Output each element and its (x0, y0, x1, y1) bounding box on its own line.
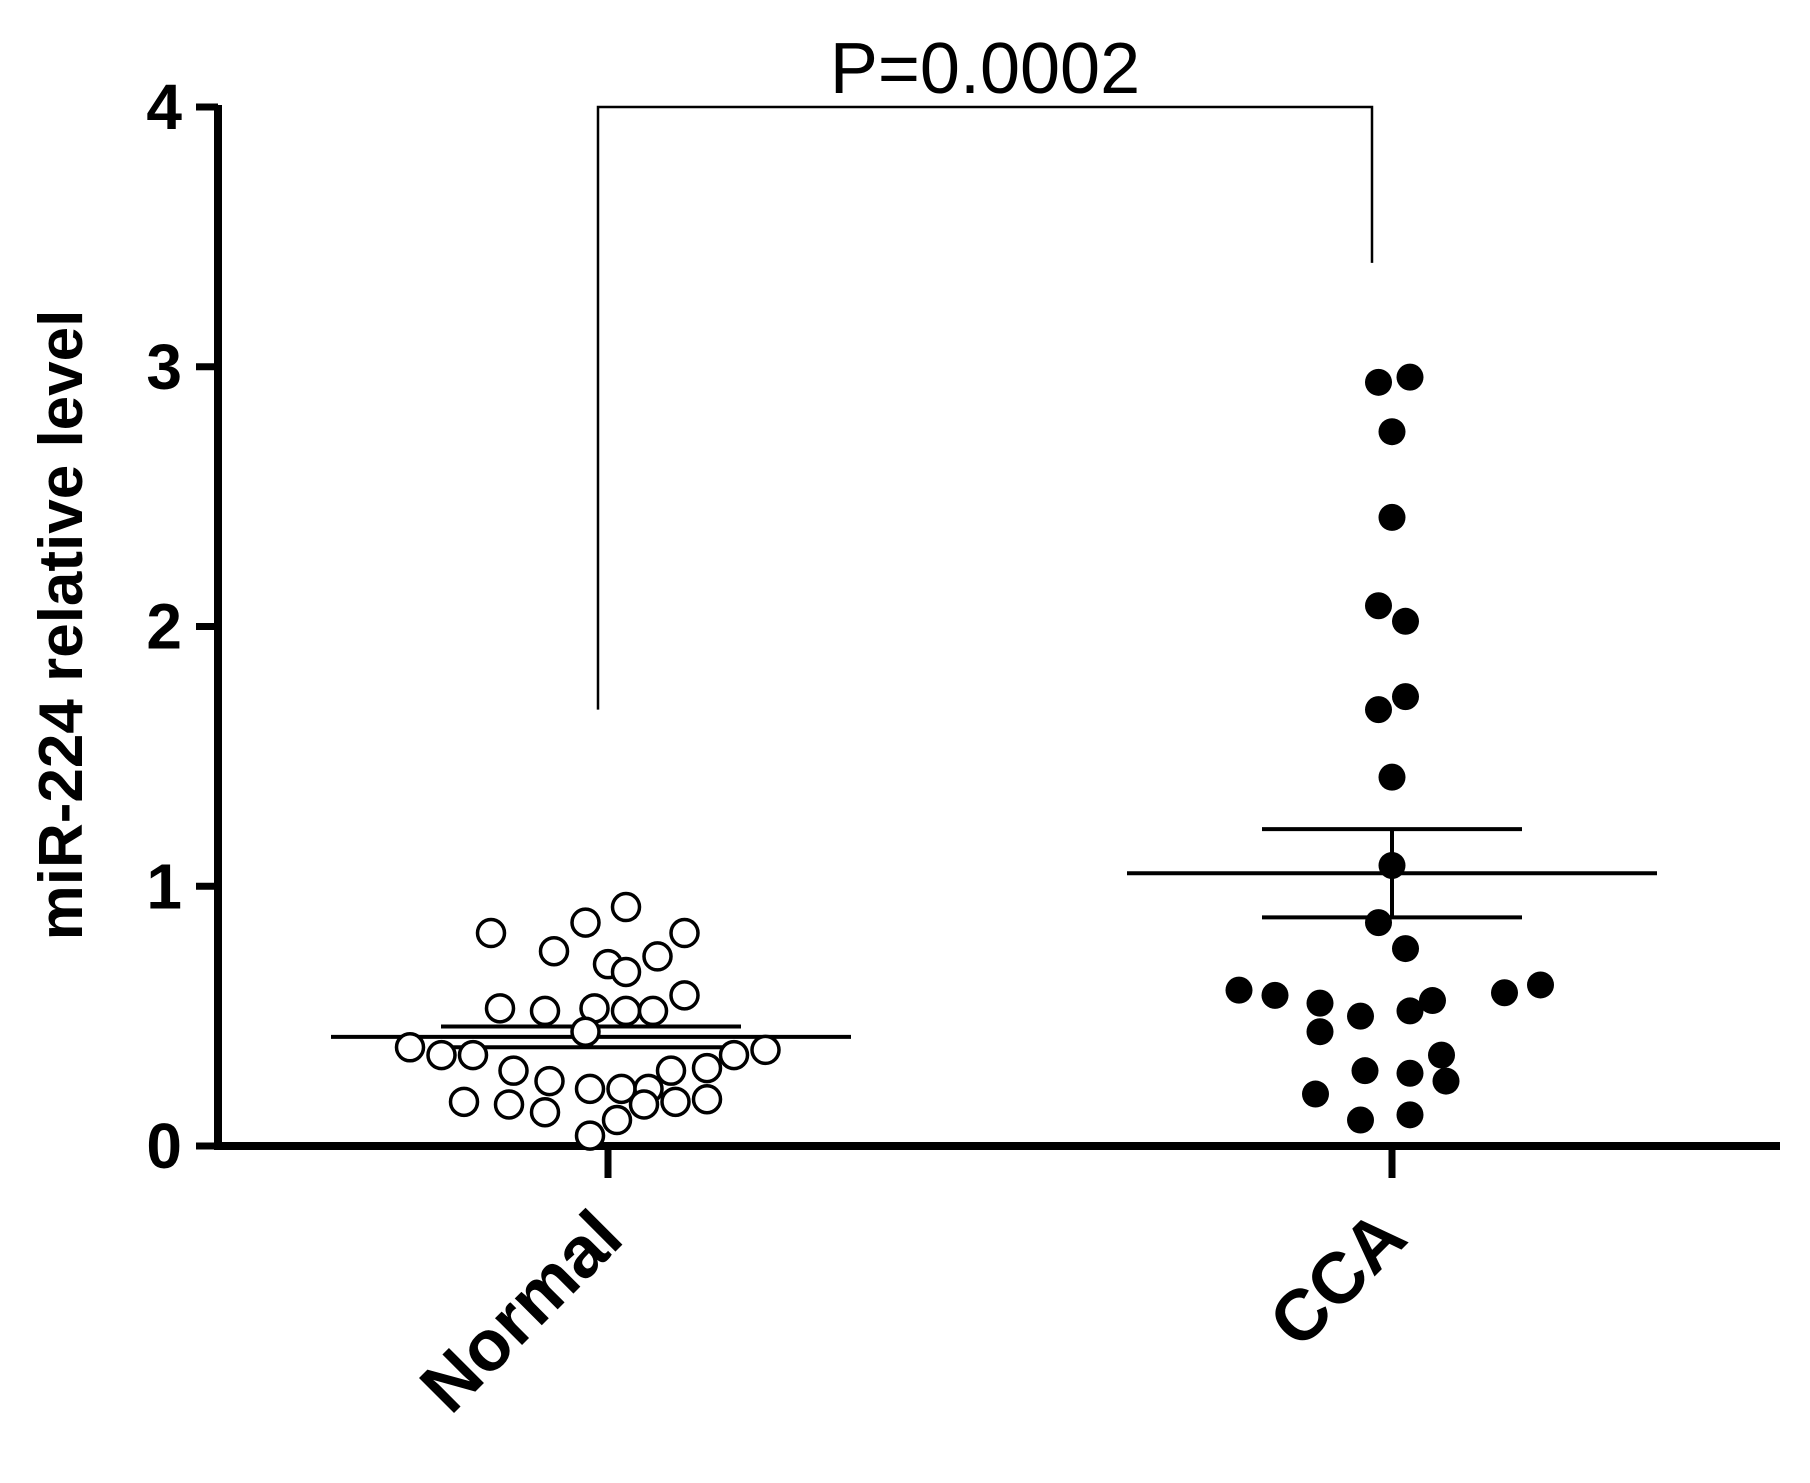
point-cca-27 (1347, 1106, 1374, 1134)
bracket-line (596, 105, 1374, 710)
point-cca-2 (1396, 363, 1424, 391)
point-cca-15 (1306, 989, 1334, 1017)
y-ticks: 0 1 2 3 4 (146, 71, 218, 1182)
point-cca-12 (1392, 935, 1419, 963)
y-tick-label-3: 3 (146, 331, 182, 403)
point-cca-26 (1302, 1080, 1329, 1108)
point-normal-25 (574, 1073, 606, 1105)
point-cca-10 (1378, 851, 1406, 879)
point-normal-7 (642, 941, 673, 972)
point-normal-9 (484, 993, 516, 1024)
point-cca-5 (1365, 592, 1392, 620)
point-cca-1 (1365, 368, 1392, 396)
point-cca-16 (1419, 987, 1446, 1015)
point-cca-7 (1365, 696, 1392, 724)
y-tick-label-4: 4 (146, 71, 182, 143)
y-tick-label-2: 2 (146, 591, 182, 663)
point-normal-3 (570, 907, 601, 938)
point-normal-31 (628, 1089, 660, 1120)
category-label-normal: Normal (405, 1196, 637, 1428)
point-cca-13 (1225, 976, 1253, 1004)
point-normal-13 (637, 995, 669, 1027)
p-value-label: P=0.0002 (830, 29, 1140, 109)
point-normal-22 (655, 1055, 687, 1086)
point-normal-15 (570, 1016, 601, 1047)
point-normal-24 (534, 1065, 565, 1097)
point-normal-21 (498, 1055, 529, 1086)
point-cca-24 (1396, 1059, 1424, 1087)
point-normal-12 (610, 995, 642, 1027)
y-tick-label-0: 0 (146, 1110, 182, 1182)
point-normal-29 (493, 1089, 525, 1120)
point-normal-14 (669, 980, 700, 1011)
point-cca-9 (1378, 763, 1406, 791)
point-normal-34 (601, 1104, 633, 1136)
mean-sem-bars (331, 827, 1657, 1050)
point-cca-17 (1491, 979, 1518, 1007)
point-normal-30 (529, 1096, 561, 1128)
point-normal-33 (691, 1083, 723, 1115)
point-cca-14 (1261, 981, 1289, 1009)
point-cca-21 (1306, 1018, 1334, 1046)
point-normal-6 (610, 956, 642, 988)
point-cca-23 (1351, 1057, 1379, 1085)
y-tick-label-1: 1 (146, 850, 182, 922)
point-normal-20 (750, 1034, 781, 1066)
point-normal-18 (457, 1039, 489, 1071)
point-normal-16 (394, 1032, 426, 1063)
point-cca-28 (1396, 1101, 1424, 1129)
point-cca-6 (1392, 607, 1419, 635)
point-normal-8 (669, 917, 700, 949)
point-normal-2 (538, 935, 570, 967)
point-normal-10 (529, 995, 561, 1027)
point-normal-32 (660, 1086, 691, 1118)
point-normal-28 (448, 1086, 480, 1118)
significance-bracket: P=0.0002 (596, 29, 1374, 710)
y-axis-label: miR-224 relative level (27, 310, 96, 941)
point-cca-25 (1432, 1067, 1460, 1095)
point-cca-8 (1392, 683, 1419, 711)
category-labels: Normal CCA (405, 1146, 1421, 1428)
point-cca-11 (1365, 909, 1392, 937)
data-points (394, 363, 1554, 1151)
point-normal-23 (691, 1052, 723, 1084)
point-cca-22 (1428, 1041, 1455, 1069)
point-normal-35 (574, 1120, 606, 1151)
point-cca-20 (1396, 997, 1424, 1025)
point-normal-5 (610, 891, 642, 923)
point-normal-17 (426, 1039, 457, 1071)
point-cca-4 (1378, 503, 1406, 531)
point-normal-1 (475, 917, 507, 949)
point-cca-3 (1378, 418, 1406, 446)
point-cca-18 (1527, 971, 1554, 999)
point-normal-19 (718, 1039, 750, 1071)
point-cca-19 (1347, 1002, 1374, 1030)
category-label-cca: CCA (1254, 1196, 1421, 1363)
